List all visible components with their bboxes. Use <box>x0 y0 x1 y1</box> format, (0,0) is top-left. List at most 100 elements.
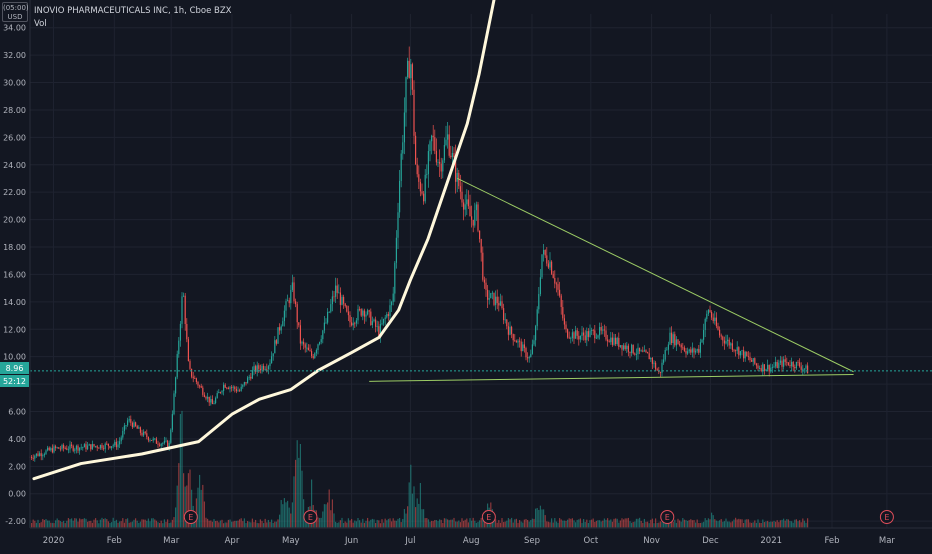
volume-bar <box>242 521 244 528</box>
candle-body <box>413 89 415 136</box>
volume-bar <box>56 518 58 528</box>
candle-body <box>51 448 53 453</box>
volume-bar <box>362 518 364 528</box>
volume-bar <box>235 520 237 528</box>
volume-bar <box>264 518 266 528</box>
volume-bar <box>442 522 444 528</box>
candle-body <box>171 414 173 430</box>
candle-body <box>727 339 729 342</box>
candle-body <box>504 319 506 321</box>
volume-bar <box>698 523 700 528</box>
volume-bar <box>215 521 217 528</box>
candle-body <box>506 319 508 327</box>
volume-bar <box>586 519 588 528</box>
volume-bar <box>568 518 570 528</box>
candle-body <box>717 326 719 330</box>
candle-body <box>45 450 47 455</box>
candle-body <box>778 362 780 368</box>
earnings-marker: E <box>660 510 675 524</box>
candle-body <box>618 337 620 347</box>
candle-body <box>607 339 609 342</box>
volume-bar <box>248 521 250 528</box>
candle-body <box>357 308 359 321</box>
candle-body <box>701 339 703 343</box>
candle-body <box>581 332 583 336</box>
candle-body <box>163 440 165 444</box>
candle-body <box>448 134 450 156</box>
candle-body <box>399 180 401 213</box>
candle-body <box>600 327 602 331</box>
volume-bar <box>45 519 47 528</box>
volume-bar <box>295 459 297 528</box>
candle-body <box>731 343 733 350</box>
candle-body <box>746 351 748 356</box>
candle-body <box>602 329 604 331</box>
volume-bar <box>155 520 157 528</box>
candle-body <box>280 326 282 331</box>
candle-body <box>690 349 692 353</box>
candle-body <box>90 444 92 450</box>
candle-body <box>155 438 157 444</box>
drawings[interactable] <box>32 0 854 481</box>
candle-body <box>560 295 562 308</box>
candle-body <box>291 282 293 290</box>
candle-body <box>235 389 237 392</box>
volume-bar <box>434 519 436 528</box>
candle-body <box>440 163 442 172</box>
volume-bar <box>431 520 433 528</box>
volume-bar <box>605 519 607 528</box>
volume-indicator-label[interactable]: Vol <box>34 19 47 29</box>
candle-body <box>754 358 756 364</box>
candle-body <box>275 340 277 344</box>
volume-bar <box>480 517 482 528</box>
candle-body <box>719 329 721 336</box>
earnings-label: E <box>665 513 670 522</box>
volume-bar <box>746 519 748 528</box>
volume-bar <box>258 523 260 528</box>
volume-bar <box>405 513 407 528</box>
candle-body <box>135 422 137 427</box>
volume-bar <box>237 520 239 528</box>
candle-body <box>266 368 268 370</box>
volume-bar <box>344 521 346 528</box>
candle-body <box>781 360 783 367</box>
volume-bar <box>184 486 186 528</box>
volume-bar <box>531 518 533 528</box>
volume-bar <box>386 520 388 528</box>
volume-bar <box>336 522 338 528</box>
volume-bar <box>467 522 469 528</box>
currency-selector[interactable]: (05:00) USD <box>2 2 29 22</box>
candle-body <box>31 456 33 458</box>
volume-bar <box>266 522 268 528</box>
volume-bar <box>619 520 621 528</box>
candle-body <box>327 312 329 323</box>
candle-body <box>232 386 234 388</box>
volume-bar <box>603 518 605 528</box>
earnings-circle <box>481 510 496 524</box>
volume-bar <box>171 519 173 528</box>
volume-bar <box>383 522 385 528</box>
symbol-title[interactable]: INOVIO PHARMACEUTICALS INC, 1h, Cboe BZX <box>34 6 232 16</box>
volume-bar <box>275 521 277 528</box>
volume-bar <box>384 518 386 528</box>
time-axis[interactable]: 2020 Feb Mar Apr May Jun Jul Aug Sep Oct Nov Dec 202… <box>30 527 932 546</box>
volume-bar <box>229 519 231 528</box>
volume-bar <box>85 518 87 528</box>
volume-bar <box>695 522 697 528</box>
price-axis[interactable]: -2.000.002.004.006.008.0010.0012.0014.00… <box>3 0 31 528</box>
candle-body <box>248 376 250 378</box>
volume-bar <box>563 520 565 528</box>
candle-body <box>679 344 681 346</box>
volume-bar <box>199 474 201 528</box>
candle-body <box>547 263 549 268</box>
candle-body <box>183 295 185 297</box>
candle-body <box>384 317 386 319</box>
candle-body <box>704 318 706 330</box>
volume-bar <box>189 469 191 528</box>
volume-bar <box>757 519 759 528</box>
volume-bar <box>584 522 586 528</box>
x-tick-label: Nov <box>643 536 660 546</box>
volume-bar <box>800 522 802 528</box>
volume-bar <box>197 487 199 528</box>
